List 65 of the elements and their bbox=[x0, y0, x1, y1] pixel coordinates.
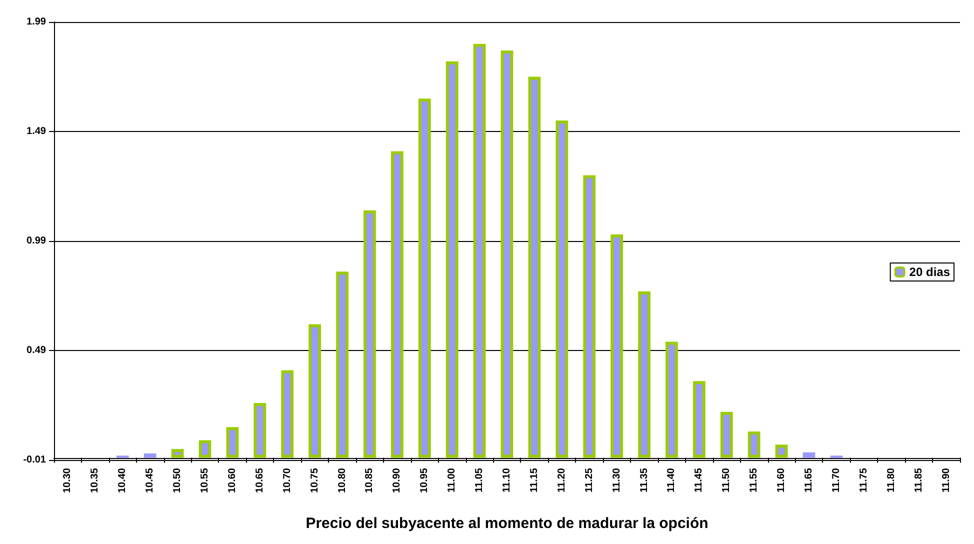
bar bbox=[775, 444, 788, 458]
bar bbox=[171, 449, 184, 458]
x-tick-label: 10.65 bbox=[254, 468, 266, 494]
bar bbox=[198, 440, 212, 458]
x-tick-label: 10.50 bbox=[172, 468, 184, 494]
bar bbox=[364, 210, 376, 458]
bar bbox=[226, 427, 239, 458]
x-tick-label: 11.25 bbox=[584, 468, 595, 492]
bar bbox=[556, 120, 568, 458]
y-tick-label: 1.49 bbox=[26, 126, 46, 137]
x-tick-label: 11.50 bbox=[721, 468, 732, 492]
bar bbox=[610, 234, 623, 458]
bar bbox=[336, 272, 348, 458]
x-tick-label: 11.60 bbox=[776, 468, 788, 492]
x-tick-label: 11.10 bbox=[502, 468, 512, 492]
bar bbox=[281, 370, 294, 458]
x-tick-label: 11.55 bbox=[748, 468, 760, 492]
x-tick-label: 11.90 bbox=[940, 468, 952, 492]
x-tick-label: 11.70 bbox=[830, 468, 842, 492]
bar bbox=[446, 61, 458, 458]
x-tick-label: 10.60 bbox=[226, 468, 238, 494]
x-tick-label: 11.75 bbox=[858, 468, 870, 492]
legend-label: 20 dias bbox=[909, 265, 950, 279]
x-tick-label: 11.20 bbox=[556, 468, 568, 492]
x-tick-label: 10.40 bbox=[117, 468, 128, 494]
x-tick-label: 10.75 bbox=[309, 468, 320, 494]
bar bbox=[638, 291, 650, 458]
x-tick-label: 11.85 bbox=[913, 468, 924, 492]
x-tick-label: 11.40 bbox=[666, 468, 678, 492]
x-tick-label: 11.65 bbox=[804, 468, 814, 492]
bar bbox=[666, 342, 678, 458]
x-tick-label: 11.35 bbox=[638, 468, 650, 492]
x-tick-label: 11.80 bbox=[886, 468, 897, 492]
x-tick-label: 10.85 bbox=[364, 468, 376, 494]
x-tick-label: 10.30 bbox=[62, 468, 74, 494]
y-tick-label: 1.99 bbox=[26, 16, 46, 28]
bar bbox=[308, 324, 321, 458]
bar bbox=[254, 403, 266, 458]
x-tick-label: 10.95 bbox=[419, 468, 430, 494]
x-tick-label: 10.80 bbox=[336, 468, 348, 494]
bar bbox=[802, 452, 816, 458]
bar bbox=[391, 151, 404, 458]
bar bbox=[748, 432, 760, 458]
x-axis-title: Precio del subyacente al momento de madurar la opción bbox=[306, 515, 708, 532]
bar bbox=[693, 381, 706, 458]
bar bbox=[583, 175, 596, 458]
y-tick-label: 0.49 bbox=[26, 345, 46, 356]
x-tick-label: 10.70 bbox=[282, 468, 293, 494]
x-tick-label: 11.00 bbox=[446, 468, 458, 492]
bar bbox=[144, 453, 156, 458]
x-tick-label: 11.30 bbox=[611, 468, 622, 492]
bar bbox=[528, 76, 541, 458]
x-tick-label: 11.15 bbox=[528, 468, 540, 492]
bar bbox=[500, 50, 514, 458]
x-tick-label: 11.05 bbox=[474, 468, 486, 492]
x-tick-label: 11.45 bbox=[694, 468, 705, 492]
y-tick-label: 0.99 bbox=[26, 236, 46, 246]
bar bbox=[720, 412, 733, 458]
x-tick-label: 10.45 bbox=[144, 468, 156, 494]
x-tick-label: 10.55 bbox=[200, 468, 210, 494]
bar bbox=[473, 44, 486, 458]
bar bbox=[418, 98, 431, 458]
x-tick-label: 10.35 bbox=[90, 468, 101, 494]
y-tick-label: -0.01 bbox=[23, 454, 46, 466]
x-tick-label: 10.90 bbox=[392, 468, 403, 494]
